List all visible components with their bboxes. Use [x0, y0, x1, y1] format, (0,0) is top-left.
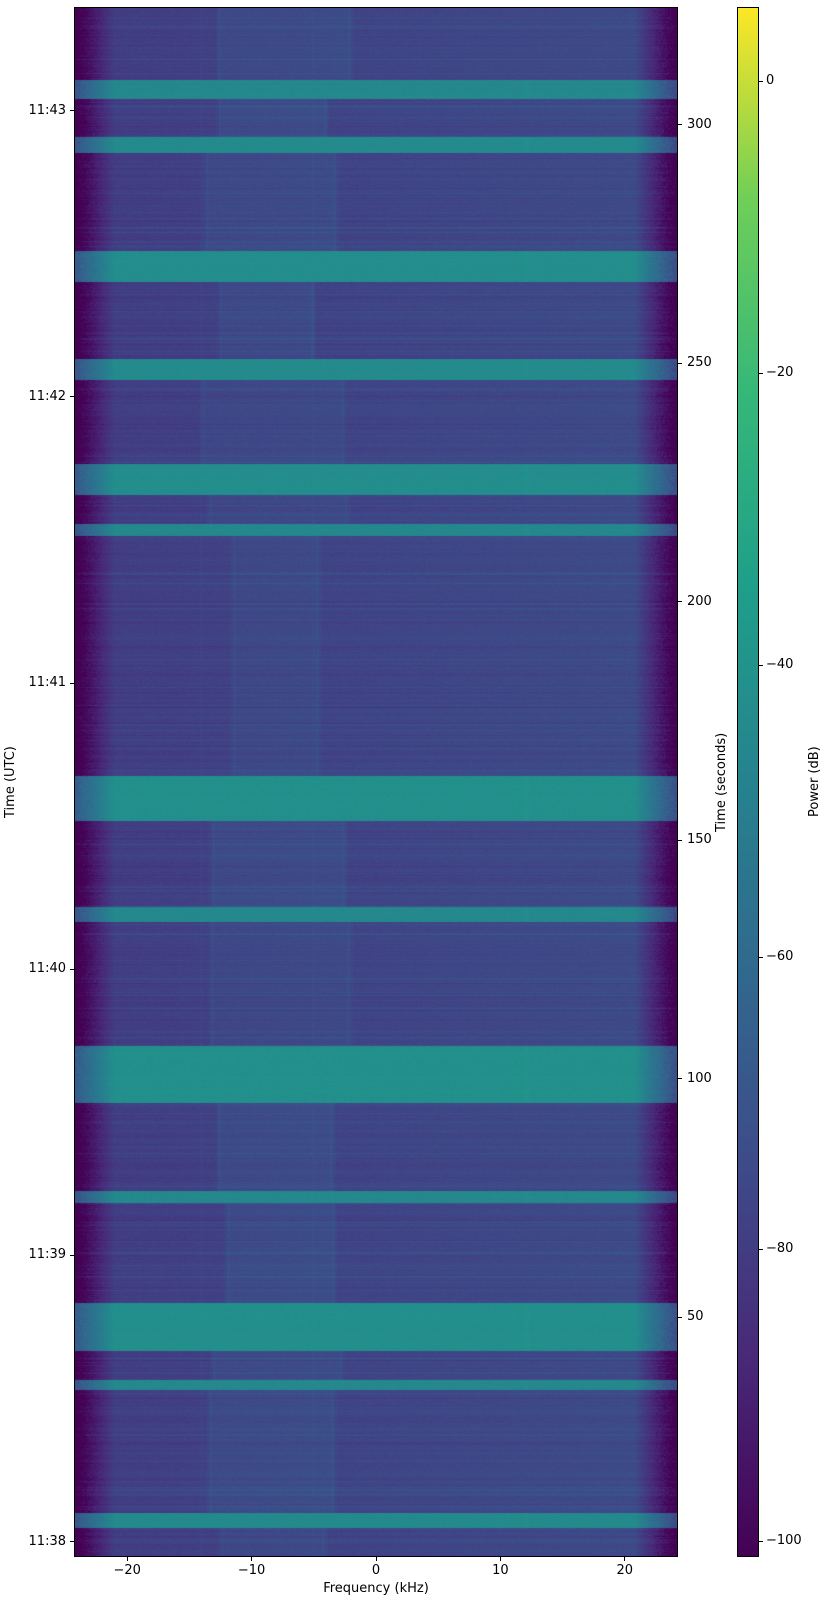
- tick-mark: [759, 1248, 763, 1250]
- colorbar-label: Power (dB): [807, 746, 822, 818]
- tick-mark: [70, 968, 74, 970]
- tick-mark: [759, 664, 763, 666]
- spectrogram-heatmap: [74, 7, 678, 1557]
- tick-mark: [251, 1557, 253, 1561]
- utc-tick-label: 11:40: [28, 961, 66, 977]
- colorbar: [737, 7, 759, 1557]
- seconds-tick-label: 50: [687, 1309, 704, 1325]
- x-tick-label: 10: [492, 1563, 509, 1578]
- tick-mark: [759, 956, 763, 958]
- seconds-tick-label: 100: [687, 1070, 712, 1086]
- y-axis-label-utc: Time (UTC): [3, 746, 18, 818]
- utc-tick-label: 11:39: [28, 1247, 66, 1263]
- tick-mark: [375, 1557, 377, 1561]
- seconds-tick-label: 300: [687, 116, 712, 132]
- utc-tick-label: 11:41: [28, 675, 66, 690]
- tick-mark: [678, 1078, 682, 1080]
- tick-mark: [759, 1540, 763, 1542]
- utc-tick-label: 11:43: [28, 102, 66, 118]
- x-tick-label: −10: [237, 1563, 266, 1578]
- colorbar-tick-label: −40: [766, 657, 794, 673]
- tick-mark: [70, 110, 74, 112]
- seconds-tick-label: 250: [687, 355, 712, 371]
- tick-mark: [624, 1557, 626, 1561]
- tick-mark: [759, 372, 763, 374]
- tick-mark: [499, 1557, 501, 1561]
- colorbar-tick-label: −100: [766, 1533, 802, 1549]
- colorbar-tick-label: 0: [766, 73, 775, 89]
- colorbar-tick-label: −80: [766, 1241, 794, 1257]
- x-tick-label: 0: [371, 1563, 381, 1578]
- tick-mark: [759, 80, 763, 82]
- tick-mark: [126, 1557, 128, 1561]
- utc-tick-label: 11:38: [28, 1533, 66, 1549]
- x-tick-label: −20: [113, 1563, 141, 1578]
- x-axis-label: Frequency (kHz): [323, 1581, 429, 1596]
- y-axis-label-seconds: Time (seconds): [714, 732, 729, 832]
- tick-mark: [678, 601, 682, 603]
- tick-mark: [678, 124, 682, 126]
- tick-mark: [678, 1316, 682, 1318]
- utc-tick-label: 11:42: [28, 388, 66, 404]
- seconds-tick-label: 200: [687, 593, 712, 609]
- tick-mark: [70, 1541, 74, 1543]
- tick-mark: [678, 839, 682, 841]
- tick-mark: [70, 682, 74, 684]
- tick-mark: [70, 396, 74, 398]
- colorbar-tick-label: −60: [766, 949, 794, 965]
- colorbar-tick-label: −20: [766, 365, 794, 381]
- seconds-tick-label: 150: [687, 832, 712, 848]
- tick-mark: [70, 1254, 74, 1256]
- x-tick-label: 20: [616, 1563, 634, 1578]
- tick-mark: [678, 362, 682, 364]
